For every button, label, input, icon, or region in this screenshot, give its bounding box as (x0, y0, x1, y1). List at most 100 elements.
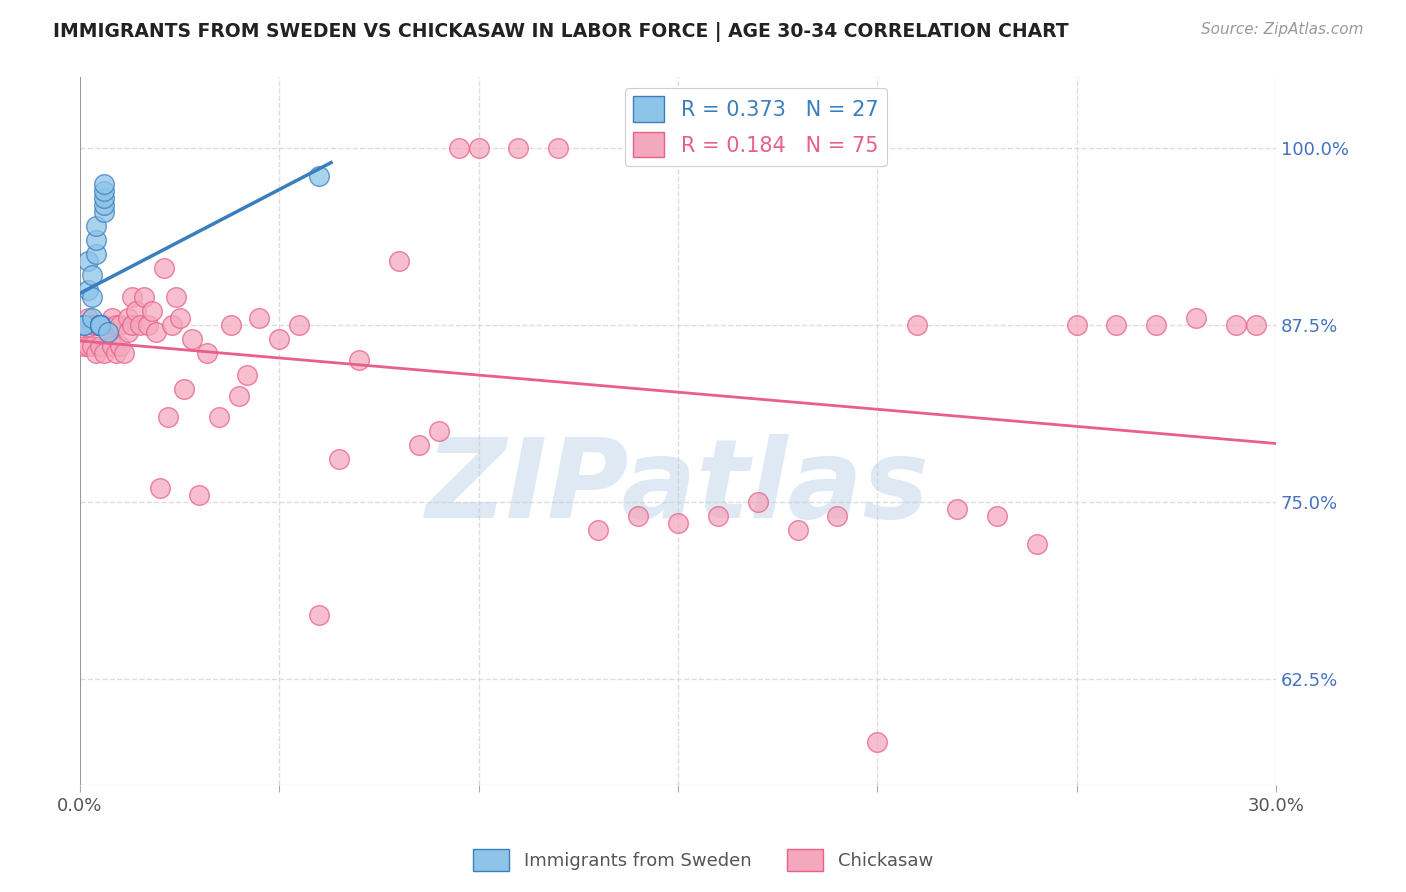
Point (93, 204, 115, 219)
Point (308, 607, 330, 622)
Point (73, 318, 96, 332)
Point (547, 141, 569, 155)
Point (136, 318, 159, 332)
Point (946, 502, 969, 516)
Point (80, 318, 103, 332)
Point (89, 318, 111, 332)
Point (80, 310, 103, 325)
Point (288, 318, 311, 332)
Point (89, 318, 111, 332)
Point (76, 310, 98, 325)
Point (132, 290, 155, 304)
Point (117, 325, 139, 339)
Point (80, 268, 103, 283)
Point (121, 318, 143, 332)
Point (586, 523, 609, 537)
Point (121, 290, 143, 304)
Point (100, 339, 122, 353)
Point (112, 346, 135, 360)
Text: IMMIGRANTS FROM SWEDEN VS CHICKASAW IN LABOR FORCE | AGE 30-34 CORRELATION CHART: IMMIGRANTS FROM SWEDEN VS CHICKASAW IN L… (53, 22, 1069, 42)
Point (666, 516, 689, 530)
Point (627, 508, 650, 523)
Point (128, 318, 150, 332)
Point (104, 318, 127, 332)
Point (84, 318, 107, 332)
Point (165, 290, 187, 304)
Point (89, 318, 111, 332)
Legend: R = 0.373   N = 27, R = 0.184   N = 75: R = 0.373 N = 27, R = 0.184 N = 75 (624, 87, 887, 166)
Point (73, 318, 96, 332)
Point (447, 141, 470, 155)
Point (180, 332, 202, 346)
Point (84, 233, 107, 247)
Point (84, 247, 107, 261)
Point (149, 481, 172, 495)
Point (1144, 318, 1167, 332)
Point (1025, 537, 1047, 551)
Point (269, 332, 291, 346)
Point (228, 389, 250, 403)
Point (188, 488, 211, 502)
Point (328, 452, 350, 467)
Point (236, 368, 259, 382)
Point (80, 339, 103, 353)
Point (173, 382, 195, 396)
Point (707, 508, 730, 523)
Point (97, 325, 120, 339)
Point (986, 508, 1008, 523)
Point (104, 346, 127, 360)
Point (93, 184, 115, 198)
Point (117, 310, 139, 325)
Point (160, 318, 183, 332)
Point (145, 325, 167, 339)
Point (125, 303, 148, 318)
Point (108, 339, 131, 353)
Point (89, 318, 111, 332)
Point (388, 254, 411, 268)
Point (93, 191, 115, 205)
Point (156, 409, 179, 424)
Text: ZIPatlas: ZIPatlas (426, 434, 929, 541)
Point (80, 290, 103, 304)
Point (905, 318, 928, 332)
Point (866, 735, 889, 749)
Point (221, 318, 243, 332)
Point (89, 318, 111, 332)
Point (89, 318, 111, 332)
Point (76, 283, 98, 297)
Point (108, 318, 131, 332)
Point (93, 177, 115, 191)
Point (89, 318, 111, 332)
Text: Source: ZipAtlas.com: Source: ZipAtlas.com (1201, 22, 1364, 37)
Point (93, 318, 115, 332)
Point (508, 141, 530, 155)
Point (308, 169, 330, 184)
Point (1185, 310, 1208, 325)
Point (1066, 318, 1088, 332)
Point (467, 141, 489, 155)
Point (152, 261, 174, 276)
Point (84, 219, 107, 233)
Point (169, 310, 191, 325)
Point (89, 318, 111, 332)
Point (747, 495, 769, 509)
Point (347, 353, 370, 368)
Point (208, 409, 231, 424)
Point (786, 523, 808, 537)
Point (1225, 318, 1247, 332)
Point (89, 318, 111, 332)
Point (197, 346, 219, 360)
Point (93, 346, 115, 360)
Point (1105, 318, 1128, 332)
Point (97, 325, 120, 339)
Point (89, 318, 111, 332)
Point (93, 198, 115, 212)
Legend: Immigrants from Sweden, Chickasaw: Immigrants from Sweden, Chickasaw (465, 842, 941, 879)
Point (427, 424, 450, 438)
Point (408, 438, 430, 452)
Point (76, 254, 98, 268)
Point (76, 339, 98, 353)
Point (1244, 318, 1267, 332)
Point (73, 339, 96, 353)
Point (827, 508, 849, 523)
